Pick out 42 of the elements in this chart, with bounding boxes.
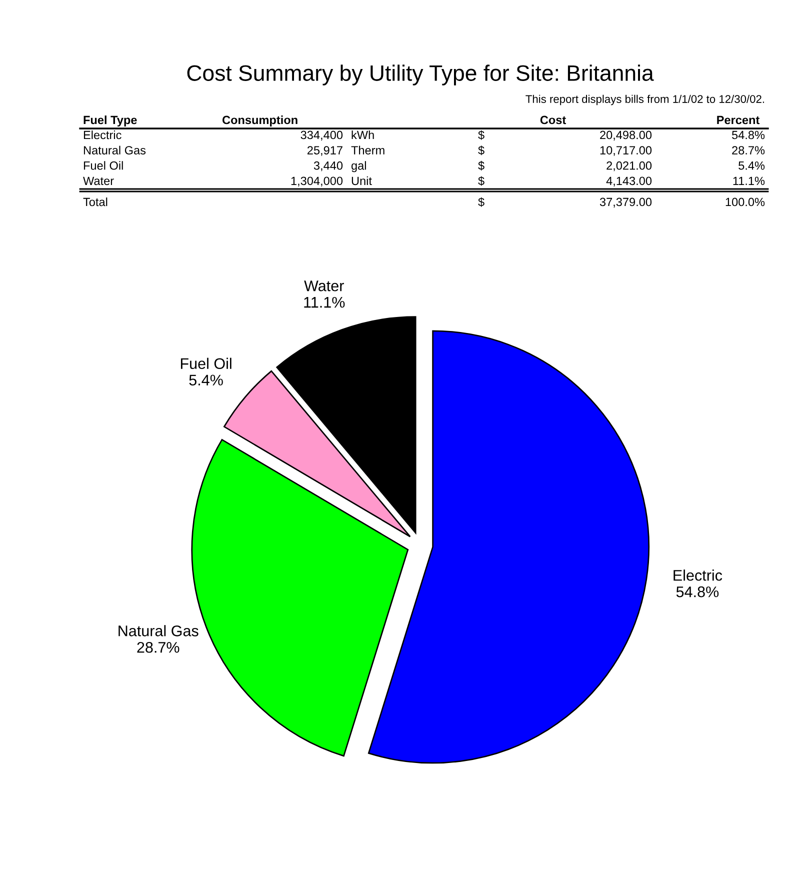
data-label: 5.4% xyxy=(189,374,223,386)
text: Electric xyxy=(84,130,122,140)
data-label: 28.7% xyxy=(137,642,180,653)
text: 1,304,000 xyxy=(291,176,343,186)
text: 37,379.00 xyxy=(600,198,652,208)
text: Percent xyxy=(717,116,760,124)
slice-label: Water xyxy=(304,280,344,292)
slice-label: Electric xyxy=(674,570,722,581)
text: Therm xyxy=(351,146,384,154)
text: $ xyxy=(478,146,484,156)
text: 5.4% xyxy=(738,161,765,170)
text: Total xyxy=(83,197,108,206)
slice-label: Natural Gas xyxy=(118,625,198,636)
text: 4,143.00 xyxy=(606,176,652,186)
chart-subtitle: This report displays bills from 1/1/02 to 12/30/02. xyxy=(526,94,764,106)
text: Fuel Type xyxy=(84,116,137,126)
text: Consumption xyxy=(222,116,298,126)
text: 2,021.00 xyxy=(606,161,652,172)
data-label: 54.8% xyxy=(676,586,719,598)
text: 11.1% xyxy=(733,176,765,186)
text: 100.0% xyxy=(726,198,765,206)
chart-title: Cost Summary by Utility Type for Site: Britannia xyxy=(187,64,654,86)
text: Natural Gas xyxy=(84,146,146,154)
text: Unit xyxy=(352,176,372,186)
slice-label: Fuel Oil xyxy=(180,358,232,370)
text: Cost xyxy=(540,116,566,124)
text: $ xyxy=(478,160,484,170)
text: Fuel Oil xyxy=(84,161,123,170)
text: $ xyxy=(478,130,484,140)
text: 3,440 xyxy=(314,161,343,172)
text: 25,917 xyxy=(307,146,342,156)
text: 10,717.00 xyxy=(600,146,652,156)
text: 20,498.00 xyxy=(600,130,652,141)
text: 28.7% xyxy=(732,146,765,154)
text: 54.8% xyxy=(732,130,765,140)
text: 334,400 xyxy=(300,130,343,141)
text: gal xyxy=(351,161,366,172)
text: kWh xyxy=(352,130,374,140)
text: $ xyxy=(478,197,484,207)
text: Water xyxy=(83,176,114,186)
text: $ xyxy=(478,176,484,186)
data-label: 11.1% xyxy=(304,296,345,308)
